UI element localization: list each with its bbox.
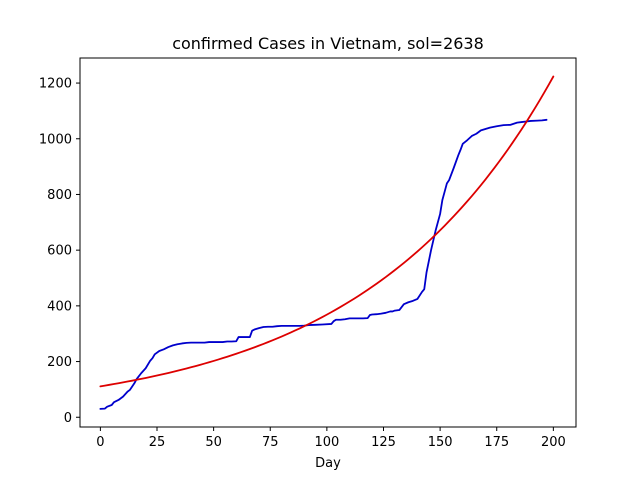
- y-tick-label: 200: [47, 355, 72, 370]
- y-tick-label: 800: [47, 188, 72, 203]
- confirmed-cases-series-line: [99, 118, 548, 410]
- x-tick-label: 150: [428, 435, 453, 450]
- x-tick-label: 50: [205, 435, 222, 450]
- y-tick-label: 1200: [39, 77, 72, 92]
- axes-frame: [79, 57, 577, 428]
- x-tick-label: 75: [262, 435, 279, 450]
- y-tick-label: 1000: [39, 132, 72, 147]
- y-tick-label: 0: [64, 411, 72, 426]
- x-tick-label: 0: [96, 435, 104, 450]
- fitted-curve-series-line: [99, 75, 555, 388]
- chart-title: confirmed Cases in Vietnam, sol=2638: [172, 34, 484, 53]
- x-tick-label: 25: [149, 435, 166, 450]
- x-tick-label: 200: [541, 435, 566, 450]
- plot-area: [99, 75, 555, 410]
- y-tick-label: 600: [47, 244, 72, 259]
- x-tick-label: 100: [314, 435, 339, 450]
- x-tick-label: 125: [371, 435, 396, 450]
- x-tick-label: 175: [484, 435, 509, 450]
- y-tick-label: 400: [47, 299, 72, 314]
- x-axis-label: Day: [315, 456, 341, 471]
